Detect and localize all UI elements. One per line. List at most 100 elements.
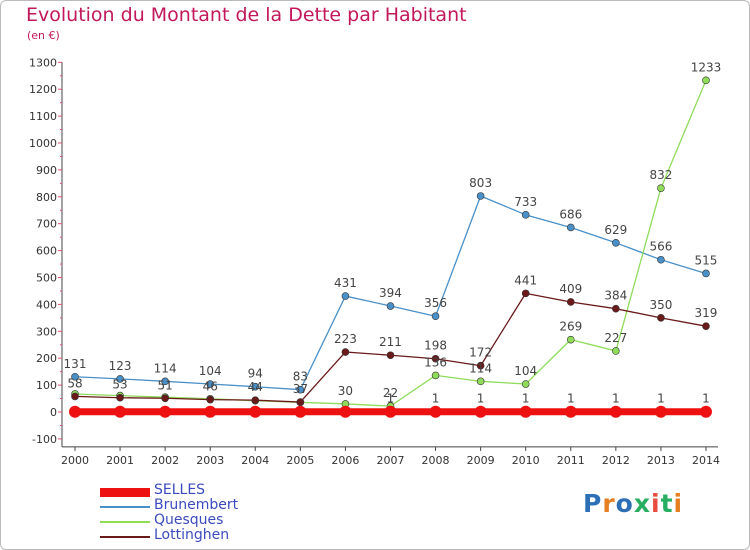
data-label: 629: [604, 223, 627, 237]
data-point: [159, 405, 172, 418]
data-label: 832: [649, 168, 672, 182]
x-tick-label: 2013: [647, 454, 675, 467]
y-tick-label: 500: [36, 272, 57, 285]
data-label: 83: [293, 370, 308, 384]
x-tick-label: 2010: [512, 454, 540, 467]
data-label: 350: [649, 298, 672, 312]
data-point: [476, 192, 485, 200]
data-point: [519, 405, 532, 418]
data-point: [657, 314, 665, 322]
data-point: [71, 372, 79, 381]
data-label: 686: [559, 207, 582, 221]
legend-swatch: [100, 506, 150, 508]
data-label: 172: [469, 346, 492, 360]
data-point: [341, 292, 350, 300]
line-chart: -100 0 100 200 300 400 500 600 700 800 900 1000 1100…: [29, 56, 722, 467]
data-label: 1: [387, 392, 395, 406]
legend-swatch: [100, 521, 150, 523]
data-point: [386, 302, 395, 310]
data-label: 733: [514, 195, 537, 209]
data-point: [206, 395, 215, 404]
data-label: 227: [604, 331, 627, 345]
data-label: 44: [248, 380, 263, 394]
legend-label: Quesques: [154, 512, 224, 528]
data-point: [116, 393, 124, 402]
data-label: 1: [522, 392, 530, 406]
data-point: [564, 405, 577, 418]
y-tick-label: 300: [36, 325, 57, 338]
proxiti-logo: Proxiti: [583, 489, 684, 518]
x-tick-label: 2004: [241, 454, 269, 467]
data-point: [702, 269, 710, 278]
data-point: [296, 398, 305, 406]
data-label: 104: [514, 364, 537, 378]
data-point: [702, 76, 710, 85]
data-label: 394: [379, 286, 402, 300]
data-point: [296, 385, 305, 394]
data-point: [69, 405, 81, 418]
data-label: 136: [424, 355, 447, 369]
data-point: [206, 380, 215, 388]
data-point: [249, 405, 262, 418]
y-tick-label: 1000: [29, 137, 57, 150]
data-point: [609, 405, 622, 418]
data-label: 384: [604, 289, 627, 303]
x-tick-label: 2014: [692, 454, 720, 467]
x-tick-label: 2007: [376, 454, 404, 467]
x-tick-label: 2000: [61, 454, 89, 467]
data-point: [386, 351, 395, 360]
y-tick-label: 700: [36, 218, 57, 231]
y-tick-label: 1300: [29, 56, 57, 69]
x-tick-label: 2011: [557, 454, 585, 467]
data-label: 223: [334, 332, 357, 346]
data-point: [294, 405, 307, 418]
y-tick-label: 600: [36, 245, 57, 258]
data-label: 319: [695, 306, 718, 320]
x-tick-label: 2001: [106, 454, 134, 467]
data-label: 566: [649, 240, 672, 254]
data-label: 46: [203, 380, 218, 394]
x-tick-label: 2003: [196, 454, 224, 467]
data-label: 269: [559, 320, 582, 334]
data-point: [161, 394, 169, 403]
x-tick-label: 2006: [331, 454, 359, 467]
data-point: [431, 354, 440, 363]
y-tick-label: 1100: [29, 110, 57, 123]
data-point: [204, 405, 217, 418]
data-point: [657, 255, 665, 264]
data-label: 30: [338, 384, 353, 398]
data-point: [699, 405, 712, 418]
data-label: 1: [612, 392, 620, 406]
data-point: [341, 348, 350, 356]
data-label: 58: [67, 376, 82, 390]
data-label: 51: [157, 378, 172, 392]
x-tick-label: 2012: [602, 454, 630, 467]
data-label: 37: [293, 382, 308, 396]
y-tick-label: 800: [36, 191, 57, 204]
data-point: [114, 405, 127, 418]
y-tick-label: 1200: [29, 83, 57, 96]
legend-swatch: [100, 536, 150, 538]
data-label: 114: [469, 361, 492, 375]
data-point: [612, 304, 620, 313]
data-point: [474, 405, 487, 418]
data-label: 441: [514, 273, 537, 287]
data-label: 1233: [691, 60, 722, 74]
data-label: 409: [559, 282, 582, 296]
data-label: 53: [112, 378, 127, 392]
data-label: 198: [424, 339, 447, 353]
y-tick-label: 0: [50, 406, 57, 419]
data-label: 123: [109, 359, 132, 373]
legend-swatch: [100, 488, 150, 497]
data-point: [612, 238, 620, 247]
data-point: [476, 377, 485, 386]
data-point: [116, 375, 124, 383]
data-point: [384, 405, 397, 418]
data-point: [521, 211, 530, 219]
chart-subtitle: (en €): [27, 29, 60, 42]
data-label: 94: [248, 367, 263, 381]
x-tick-label: 2005: [286, 454, 314, 467]
data-point: [431, 371, 440, 380]
data-point: [702, 322, 710, 330]
